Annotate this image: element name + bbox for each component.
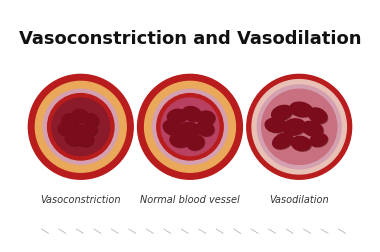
Circle shape: [28, 75, 133, 179]
Ellipse shape: [71, 125, 87, 138]
Ellipse shape: [84, 115, 99, 128]
Ellipse shape: [163, 121, 182, 136]
Ellipse shape: [272, 106, 292, 121]
Ellipse shape: [65, 133, 81, 146]
Circle shape: [262, 90, 337, 165]
Ellipse shape: [183, 108, 202, 122]
Text: Vasoconstriction: Vasoconstriction: [41, 194, 121, 204]
Circle shape: [138, 75, 242, 179]
Ellipse shape: [283, 119, 305, 135]
Ellipse shape: [63, 115, 78, 128]
Ellipse shape: [291, 137, 310, 151]
Circle shape: [152, 90, 228, 165]
Ellipse shape: [70, 125, 86, 137]
Circle shape: [257, 85, 341, 169]
Circle shape: [35, 82, 126, 173]
Ellipse shape: [78, 135, 94, 147]
Ellipse shape: [302, 122, 323, 136]
Ellipse shape: [274, 134, 293, 150]
Ellipse shape: [272, 107, 293, 122]
Ellipse shape: [198, 112, 215, 127]
Ellipse shape: [82, 114, 98, 127]
Ellipse shape: [167, 110, 187, 124]
Circle shape: [48, 94, 114, 160]
Ellipse shape: [179, 124, 200, 140]
Ellipse shape: [266, 119, 287, 133]
Text: Normal blood vessel: Normal blood vessel: [140, 194, 240, 204]
Ellipse shape: [72, 110, 88, 122]
Ellipse shape: [310, 134, 327, 147]
Ellipse shape: [66, 134, 81, 147]
Ellipse shape: [187, 137, 205, 151]
Ellipse shape: [77, 134, 93, 146]
Text: Vasodilation: Vasodilation: [269, 194, 329, 204]
Ellipse shape: [84, 124, 97, 137]
Ellipse shape: [164, 122, 183, 136]
Circle shape: [43, 90, 118, 165]
Ellipse shape: [171, 134, 190, 148]
Ellipse shape: [197, 123, 214, 137]
Circle shape: [144, 82, 236, 173]
Circle shape: [52, 99, 109, 156]
Ellipse shape: [59, 124, 74, 136]
Circle shape: [247, 75, 352, 179]
Ellipse shape: [170, 133, 189, 147]
Circle shape: [161, 99, 219, 156]
Ellipse shape: [73, 111, 89, 123]
Circle shape: [252, 80, 347, 174]
Ellipse shape: [196, 122, 214, 136]
Ellipse shape: [265, 119, 286, 133]
Ellipse shape: [82, 124, 97, 136]
Ellipse shape: [168, 111, 187, 125]
Ellipse shape: [311, 135, 328, 147]
Ellipse shape: [62, 114, 77, 127]
Ellipse shape: [197, 112, 214, 125]
Ellipse shape: [290, 103, 312, 117]
Text: Vasoconstriction and Vasodilation: Vasoconstriction and Vasodilation: [19, 30, 361, 48]
Ellipse shape: [178, 123, 199, 139]
Ellipse shape: [291, 104, 313, 118]
Ellipse shape: [273, 134, 293, 149]
Ellipse shape: [58, 123, 74, 135]
Ellipse shape: [283, 120, 306, 136]
Circle shape: [157, 94, 223, 160]
Ellipse shape: [292, 138, 311, 152]
Ellipse shape: [309, 109, 328, 124]
Ellipse shape: [303, 123, 323, 137]
Ellipse shape: [308, 109, 327, 123]
Ellipse shape: [187, 136, 204, 150]
Ellipse shape: [182, 107, 201, 121]
